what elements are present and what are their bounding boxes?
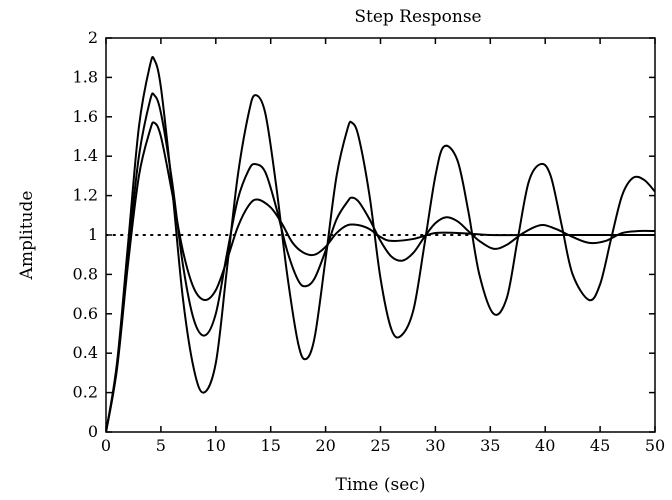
- y-tick-label: 1.4: [73, 146, 98, 165]
- plot-area: [106, 56, 655, 432]
- x-tick-label: 50: [645, 436, 665, 455]
- y-tick-label: 1.6: [73, 107, 98, 126]
- y-tick-label: 0.4: [73, 343, 98, 362]
- y-tick-label: 1: [88, 225, 98, 244]
- series-line-1: [106, 56, 655, 432]
- y-tick-label: 0.6: [73, 304, 98, 323]
- x-tick-label: 40: [535, 436, 555, 455]
- x-tick-label: 30: [425, 436, 445, 455]
- chart-title: Step Response: [354, 7, 481, 27]
- y-tick-label: 0.2: [73, 383, 98, 402]
- x-tick-label: 25: [370, 436, 390, 455]
- x-tick-label: 5: [156, 436, 166, 455]
- y-axis-title: Amplitude: [17, 191, 37, 281]
- x-tick-label: 0: [101, 436, 111, 455]
- x-tick-label: 45: [590, 436, 610, 455]
- y-tick-label: 0: [88, 422, 98, 441]
- x-tick-label: 10: [206, 436, 226, 455]
- x-axis-title: Time (sec): [336, 475, 426, 495]
- y-tick-label: 1.2: [73, 186, 98, 205]
- series-line-3: [106, 121, 655, 432]
- series-line-2: [106, 92, 655, 432]
- x-tick-label: 20: [315, 436, 335, 455]
- y-tick-label: 1.8: [73, 67, 98, 86]
- x-tick-label: 15: [261, 436, 281, 455]
- x-tick-label: 35: [480, 436, 500, 455]
- y-tick-label: 0.8: [73, 264, 98, 283]
- y-tick-label: 2: [88, 28, 98, 47]
- axis-tick-labels: 0 5 10 15 20 25 30 35 40 45 50 0 0.2 0.4 0.6 0.8 1 1.2 1.4…: [73, 28, 666, 455]
- plot-frame: [105, 37, 656, 433]
